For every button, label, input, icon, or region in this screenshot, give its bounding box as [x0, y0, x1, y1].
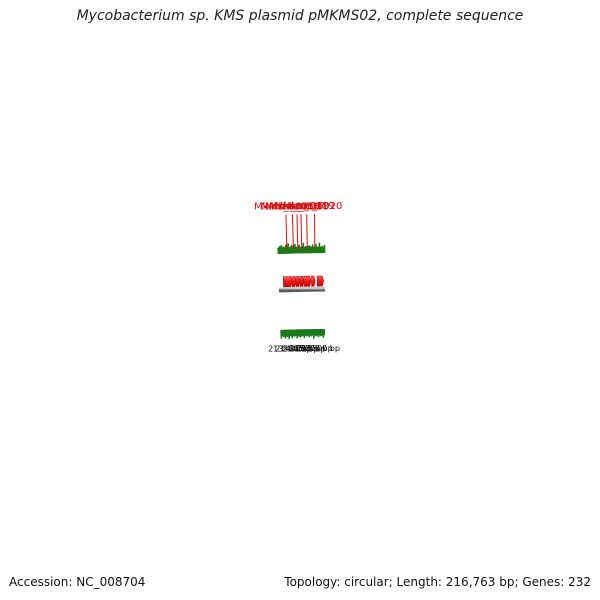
- bp-scale-label: 215000 bp: [289, 344, 332, 353]
- gene-label-leader: [306, 214, 308, 250]
- gene-label: Mkms_6015: [254, 202, 314, 213]
- gene-label-leader: [292, 214, 294, 250]
- gene-track: [282, 275, 324, 288]
- gene-arrow[interactable]: [295, 276, 301, 287]
- gene-labels: Mkms_6015Mkms_6016Mkms_6017Mkms_6018Mkms…: [254, 201, 342, 250]
- bp-scale-label: 214000 bp: [275, 345, 318, 354]
- summary-text: Topology: circular; Length: 216,763 bp; …: [284, 575, 591, 589]
- gene-label-leader: [300, 214, 303, 250]
- gene-arrow[interactable]: [316, 275, 324, 287]
- gc-skew-inner-track: [280, 328, 325, 340]
- gene-arrow[interactable]: [282, 276, 293, 288]
- gene-arrow[interactable]: [303, 275, 312, 287]
- bp-scale-label: 215500 bp: [297, 344, 340, 353]
- map-title: Mycobacterium sp. KMS plasmid pMKMS02, c…: [76, 8, 524, 24]
- gene-label-leader: [296, 214, 299, 250]
- gene-label-leader: [285, 214, 288, 250]
- gene-label: Mkms_6019: [275, 201, 335, 212]
- plasmid-backbone: [278, 286, 326, 293]
- gene-arrow[interactable]: [291, 276, 297, 287]
- bp-scale-label: 213500 bp: [268, 345, 311, 354]
- gene-label: Mkms_6018: [269, 201, 329, 212]
- bp-scale-label: 214500 bp: [282, 344, 325, 353]
- gene-arrow[interactable]: [299, 275, 304, 287]
- gene-label: Mkms_6016: [261, 202, 321, 213]
- gene-arrow[interactable]: [311, 275, 316, 287]
- gene-label: Mkms_6017: [265, 201, 325, 212]
- gene-label: Mkms_6020: [283, 201, 343, 212]
- accession-text: Accession: NC_008704: [9, 575, 146, 589]
